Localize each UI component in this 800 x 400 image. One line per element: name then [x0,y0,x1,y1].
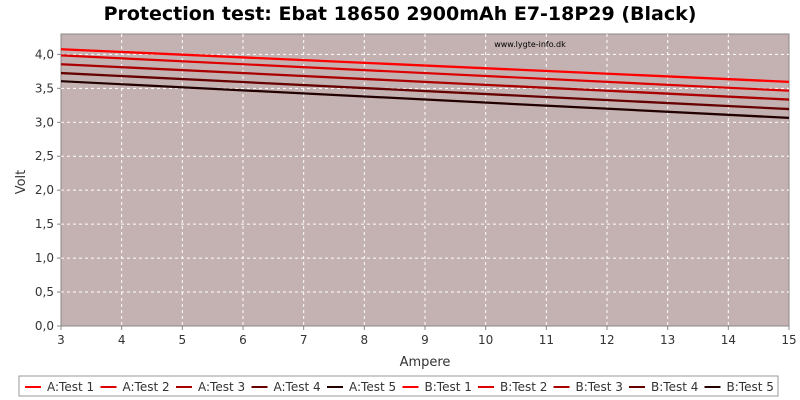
y-tick-label: 0,0 [35,319,54,333]
legend-label: A:Test 2 [123,380,170,394]
x-tick-label: 5 [179,333,187,347]
y-tick-label: 1,5 [35,217,54,231]
series-line-10 [60,80,790,119]
axes: 3 4 5 6 7 8 9 10 11 12 13 14 15 0,0 0,5 1,0 1,5 2,0 2,5 3,0… [35,47,797,347]
series-line-7 [60,54,790,92]
legend-label: B:Test 3 [576,380,623,394]
y-tick-label: 3,0 [35,115,54,129]
x-tick-label: 13 [660,333,675,347]
x-tick-label: 14 [721,333,736,347]
legend-items: A:Test 1 A:Test 2 A:Test 3 A:Test 4 A:Test 5… [25,380,774,394]
x-tick-label: 10 [478,333,493,347]
legend-label: A:Test 1 [47,380,94,394]
watermark: www.lygte-info.dk [494,40,566,49]
legend-label: A:Test 4 [274,380,321,394]
legend-label: B:Test 4 [651,380,698,394]
x-tick-label: 4 [118,333,126,347]
x-tick-label: 3 [57,333,65,347]
y-tick-label: 3,5 [35,81,54,95]
x-tick-label: 6 [239,333,247,347]
x-tick-label: 11 [539,333,554,347]
legend-label: B:Test 5 [727,380,774,394]
legend-label: B:Test 1 [425,380,472,394]
y-tick-label: 0,5 [35,285,54,299]
series-line-9 [60,72,790,111]
y-axis-title: Volt [14,170,29,195]
x-tick-label: 15 [781,333,796,347]
y-tick-label: 4,0 [35,47,54,61]
x-tick-label: 12 [599,333,614,347]
series-line-8 [60,63,790,101]
y-tick-label: 2,0 [35,183,54,197]
series-lines [60,48,790,119]
legend-label: B:Test 2 [500,380,547,394]
x-tick-label: 8 [361,333,369,347]
legend-label: A:Test 3 [198,380,245,394]
chart-title: Protection test: Ebat 18650 2900mAh E7-1… [103,3,697,25]
legend [18,375,779,397]
x-axis-title: Ampere [400,355,451,370]
x-tick-label: 9 [421,333,429,347]
x-tick-label: 7 [300,333,308,347]
y-tick-label: 1,0 [35,251,54,265]
legend-label: A:Test 5 [349,380,396,394]
series-line-6 [60,48,790,83]
y-tick-label: 2,5 [35,149,54,163]
